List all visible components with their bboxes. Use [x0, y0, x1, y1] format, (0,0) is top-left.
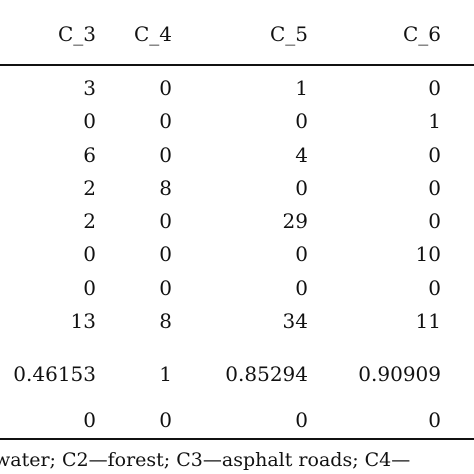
table-cell: 1 — [428, 109, 441, 133]
table-cell: 0 — [295, 408, 308, 432]
table-cell: 0 — [428, 408, 441, 432]
table-cell: 0 — [428, 143, 441, 167]
table-caption: water; C2—forest; C3—asphalt roads; C4— — [0, 449, 411, 471]
table-cell: 0 — [428, 176, 441, 200]
table-cell: 1 — [159, 362, 172, 386]
table-cell: 29 — [282, 209, 308, 233]
table-cell: 8 — [159, 309, 172, 333]
table-cell: 0 — [83, 109, 96, 133]
table-cell: 0 — [159, 143, 172, 167]
table-cell: 0 — [295, 242, 308, 266]
table-cell: 6 — [83, 143, 96, 167]
column-header-c5: C_5 — [269, 22, 308, 46]
table-cell: 0 — [428, 76, 441, 100]
table-cell: 10 — [415, 242, 441, 266]
header-rule — [0, 64, 474, 66]
table-cell: 2 — [83, 209, 96, 233]
table-cell: 0 — [295, 109, 308, 133]
table-cell: 0.85294 — [225, 362, 308, 386]
table-cell: 0 — [428, 276, 441, 300]
column-header-c4: C_4 — [133, 22, 172, 46]
table-cell: 0 — [295, 276, 308, 300]
table-cell: 0 — [83, 408, 96, 432]
table-cell: 1 — [295, 76, 308, 100]
table-cell: 8 — [159, 176, 172, 200]
table-cell: 0 — [83, 276, 96, 300]
bottom-rule — [0, 438, 474, 440]
table-cell: 0 — [295, 176, 308, 200]
table-cell: 0.46153 — [13, 362, 96, 386]
table-cell: 0 — [159, 209, 172, 233]
table-cell: 11 — [415, 309, 441, 333]
table-cell: 3 — [83, 76, 96, 100]
table-cell: 0 — [159, 76, 172, 100]
table-cell: 4 — [295, 143, 308, 167]
table-cell: 0 — [159, 109, 172, 133]
table-cell: 0.90909 — [358, 362, 441, 386]
table-cell: 0 — [159, 408, 172, 432]
table-cell: 13 — [70, 309, 96, 333]
table-cell: 2 — [83, 176, 96, 200]
column-header-c3: C_3 — [57, 22, 96, 46]
column-header-c6: C_6 — [402, 22, 441, 46]
table-cell: 34 — [282, 309, 308, 333]
table-cell: 0 — [428, 209, 441, 233]
table-cell: 0 — [159, 242, 172, 266]
table-cell: 0 — [159, 276, 172, 300]
table-cell: 0 — [83, 242, 96, 266]
